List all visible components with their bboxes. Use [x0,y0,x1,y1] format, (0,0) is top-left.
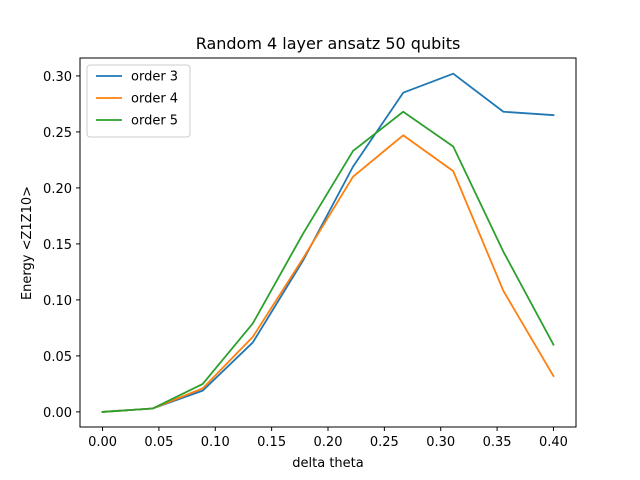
x-tick-label: 0.25 [370,435,399,450]
y-tick-label: 0.05 [43,350,72,365]
y-tick-label: 0.30 [43,70,72,85]
series-line-order-4 [101,134,555,413]
x-tick-label: 0.10 [201,435,230,450]
x-tick-label: 0.20 [314,435,343,450]
y-tick-label: 0.00 [43,406,72,421]
series-line-order-3 [101,72,555,413]
x-tick-label: 0.15 [257,435,286,450]
x-tick-label: 0.30 [426,435,455,450]
y-tick-label: 0.25 [43,126,72,141]
axes-layer: 0.00 0.05 0.10 0.15 0.20 0.25 0.30 0.35 0.40 0.00… [43,57,577,450]
x-tick-label: 0.05 [144,435,173,450]
legend: order 3 order 4 order 5 [86,64,191,138]
series-line-order-5 [101,110,555,413]
y-tick-label: 0.20 [43,182,72,197]
series-layer [101,72,555,413]
legend-label: order 4 [131,92,178,107]
x-axis-label: delta theta [292,456,363,471]
legend-box [86,64,191,138]
x-tick-label: 0.00 [88,435,117,450]
y-tick-label: 0.15 [43,238,72,253]
legend-label: order 3 [131,70,178,85]
y-axis-label: Energy <Z1Z10> [20,186,35,300]
x-tick-label: 0.35 [483,435,512,450]
y-tick-label: 0.10 [43,294,72,309]
x-tick-label: 0.40 [539,435,568,450]
chart-title: Random 4 layer ansatz 50 qubits [196,34,461,53]
legend-label: order 5 [131,114,178,129]
